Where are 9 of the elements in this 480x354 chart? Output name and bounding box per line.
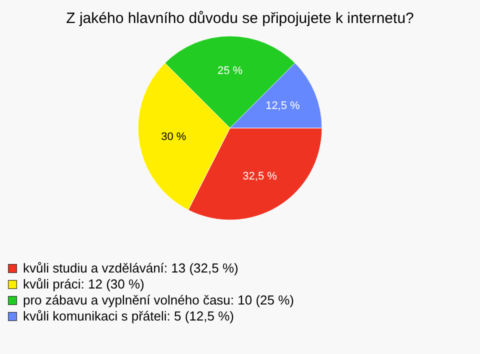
legend-label: kvůli komunikaci s přáteli: 5 (12,5 %) <box>23 308 234 324</box>
data-label: 12,5 % <box>266 100 300 112</box>
legend-label: kvůli práci: 12 (30 %) <box>23 276 144 292</box>
legend-label: kvůli studiu a vzdělávání: 13 (32,5 %) <box>23 260 238 276</box>
data-label: 25 % <box>217 64 243 77</box>
chart-title: Z jakého hlavního důvodu se připojujete k internetu? <box>66 10 414 27</box>
data-label: 30 % <box>161 130 186 143</box>
legend-label: pro zábavu a vyplnění volného času: 10 (25 %) <box>23 292 294 308</box>
data-label: 32,5 % <box>242 170 278 183</box>
